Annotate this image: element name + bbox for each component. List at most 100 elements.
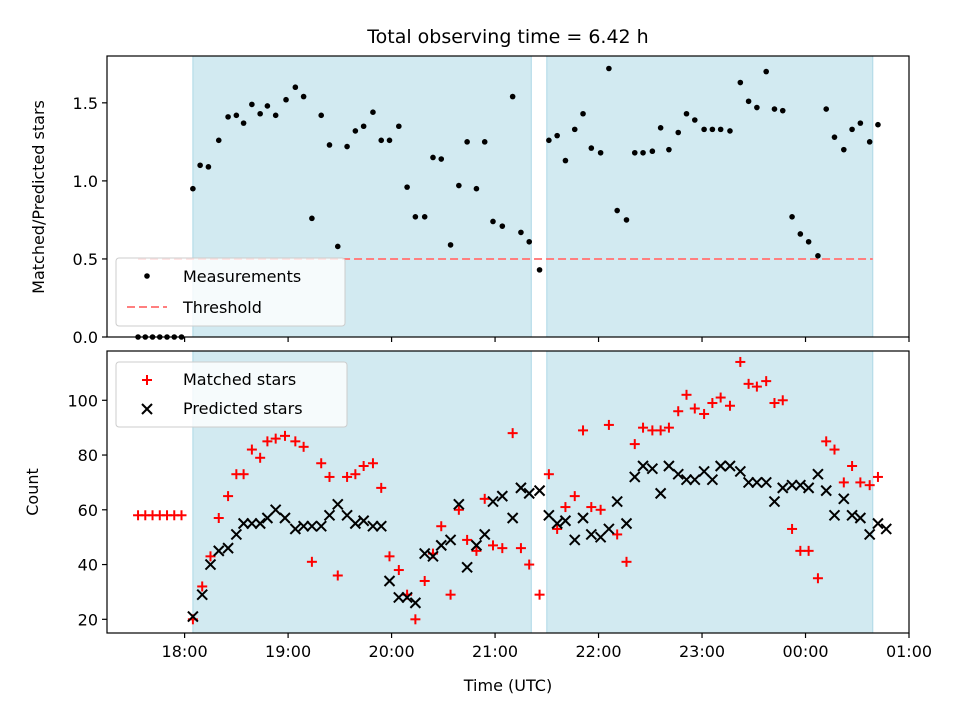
predicted-star-point [706,473,719,486]
measurement-point [272,112,279,119]
legend-matched-label: Matched stars [183,370,296,389]
top-legend-box [115,257,346,327]
x-stroke-b [706,473,719,486]
matched-star-point [479,493,490,504]
x-stroke-b [854,512,867,524]
predicted-star-point [306,520,318,532]
matched-star-point [507,428,518,439]
x-stroke-b [237,517,250,530]
matched-star-point [681,389,692,400]
x-stroke-b [611,495,623,508]
predicted-star-point [820,484,832,497]
matched-star-point [393,565,404,576]
bottom-x-ticks: 18:00 19:00 20:00 21:00 22:00 23:00 00:00 01:00 [162,633,932,661]
x-tick-label: 19:00 [265,642,311,661]
x-stroke-b [306,520,318,532]
matched-star-point [176,510,187,521]
predicted-star-point [297,520,310,532]
predicted-star-point [269,504,282,516]
predicted-star-point [332,498,344,511]
predicted-star-point [689,473,701,486]
measurement-point [412,213,419,220]
matched-star-point [487,540,498,551]
measurement-point [334,243,341,250]
x-axis-label: Time (UTC) [463,676,552,695]
x-stroke-b [279,512,291,524]
observing-window-band [546,350,874,634]
matched-star-point [419,575,430,586]
matched-star-point [586,502,597,513]
bottom-axes-frame [106,350,910,634]
measurement-point [580,110,586,117]
measurement-point [225,114,231,120]
measurement-point [240,120,247,126]
x-stroke-b [297,520,310,532]
predicted-star-point [854,512,867,524]
x-stroke-b [289,523,302,535]
x-stroke-b [393,591,405,604]
matched-star-point [629,439,640,450]
x-stroke-b [629,471,641,483]
predicted-star-point [672,468,684,480]
predicted-star-point [777,482,789,494]
x-stroke-b [533,484,546,497]
bottom-y-axis-label: Count [23,468,42,516]
x-stroke-b [427,550,439,563]
predicted-star-point [872,517,884,530]
y-tick-label: 20 [78,610,98,629]
predicted-star-point [603,523,615,535]
measurement-point [841,146,847,153]
predicted-star-point [213,545,225,557]
predicted-star-point [418,547,431,560]
matched-star-point [569,491,580,502]
measurement-point [481,139,488,145]
matched-star-point [358,460,369,471]
matched-star-point [821,436,832,447]
x-tick-label: 01:00 [886,642,932,661]
measurement-point [536,267,543,273]
predicted-star-point [523,487,535,500]
matched-star-point [707,398,718,409]
predicted-star-point [367,520,379,532]
matched-star-point [743,378,754,389]
measurement-point [554,132,560,139]
predicted-star-point [585,528,598,541]
matched-star-point [689,403,700,414]
x-stroke-b [418,547,431,560]
measurement-point [717,126,724,133]
matched-star-point [279,430,290,441]
predicted-star-point [479,528,491,541]
predicted-star-point [637,460,649,472]
matched-star-point [332,570,343,581]
predicted-star-point [760,476,772,489]
matched-star-point [838,477,849,488]
x-stroke-b [213,545,225,557]
matched-star-point [384,551,395,562]
x-stroke-b [196,588,208,601]
predicted-star-point [427,550,439,563]
measurement-point [727,128,733,134]
measurement-point [205,164,212,170]
predicted-star-point [401,591,413,604]
measurement-point [805,238,812,245]
matched-star-point [213,513,224,524]
predicted-star-point [254,517,266,530]
predicted-star-point [453,498,465,511]
x-stroke-b [409,597,422,609]
matched-star-point [350,469,361,480]
predicted-star-point [846,509,858,521]
predicted-star-point [680,473,693,486]
matched-star-point [864,480,875,491]
predicted-star-point [569,534,581,546]
measurement-point [447,242,454,248]
legend-measurement-marker [144,273,150,279]
predicted-star-point [349,517,362,530]
matched-star-point [655,425,666,436]
x-stroke-b [515,482,527,494]
measurement-point [754,104,760,111]
top-y-ticks: 0.0 0.5 1.0 1.5 [73,94,107,347]
matched-star-point [238,469,249,480]
predicted-star-point [786,479,798,491]
matched-star-point [724,400,735,411]
